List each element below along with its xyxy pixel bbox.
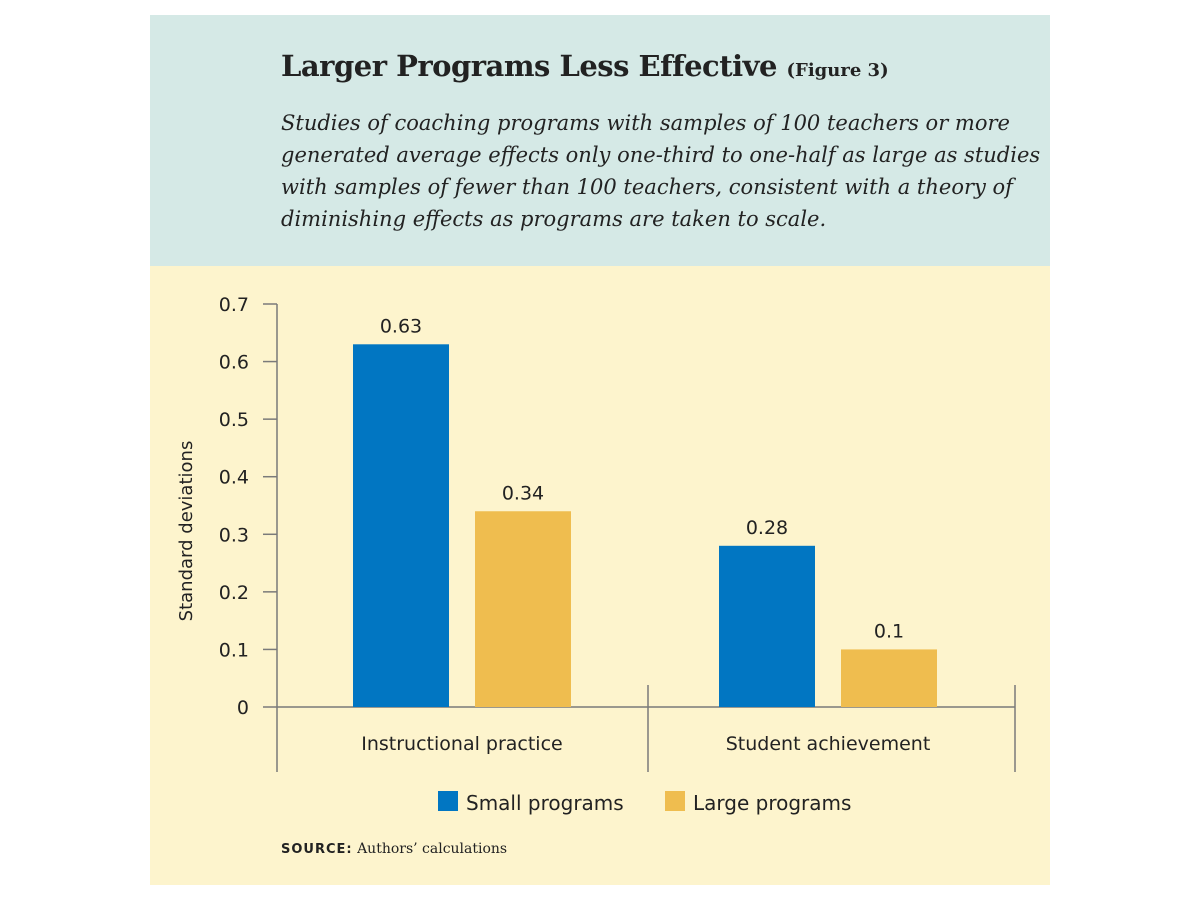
y-tick-label: 0.5 — [219, 409, 249, 431]
source-text: Authors’ calculations — [357, 841, 508, 857]
bars: 0.63 0.34 0.28 0.1 — [353, 315, 937, 707]
legend-swatch — [665, 791, 685, 811]
bar-data-label: 0.63 — [380, 315, 422, 337]
y-tick-label: 0.1 — [219, 639, 249, 661]
y-tick-label: 0.2 — [219, 582, 249, 604]
y-tick-label: 0.7 — [219, 294, 249, 316]
y-tick-label: 0.3 — [219, 524, 249, 546]
bar-small-programs — [353, 344, 449, 707]
bar-large-programs — [841, 649, 937, 707]
figure-title: Larger Programs Less Effective (Figure 3… — [281, 49, 889, 83]
title-text: Larger Programs Less Effective — [281, 49, 777, 83]
figure-subtitle: Studies of coaching programs with sample… — [281, 111, 1041, 231]
legend: Small programs Large programs — [438, 791, 851, 815]
x-axis: Instructional practice Student achievemen… — [277, 685, 1016, 772]
source-note: SOURCE: Authors’ calculations — [281, 841, 507, 857]
bar-small-programs — [719, 545, 815, 707]
figure-panel: Larger Programs Less Effective (Figure 3… — [150, 15, 1050, 885]
y-tick-label: 0.6 — [219, 352, 249, 374]
bar-data-label: 0.1 — [874, 620, 904, 642]
y-tick-label: 0 — [237, 697, 249, 719]
figure-tag: (Figure 3) — [786, 60, 889, 81]
source-label: SOURCE: — [281, 842, 353, 857]
legend-label: Large programs — [693, 791, 851, 815]
bar-data-label: 0.28 — [746, 517, 788, 539]
y-axis: 0 0.1 0.2 0.3 0.4 0.5 0.6 0.7 — [219, 294, 278, 772]
bar-data-label: 0.34 — [502, 482, 544, 504]
figure-header — [150, 15, 1050, 266]
y-axis-label: Standard deviations — [176, 441, 197, 622]
legend-swatch — [438, 791, 458, 811]
legend-label: Small programs — [466, 791, 624, 815]
x-category-label: Student achievement — [726, 733, 931, 755]
y-tick-label: 0.4 — [219, 467, 249, 489]
x-category-label: Instructional practice — [361, 733, 562, 755]
plot-background — [150, 266, 1050, 885]
bar-large-programs — [475, 511, 571, 707]
